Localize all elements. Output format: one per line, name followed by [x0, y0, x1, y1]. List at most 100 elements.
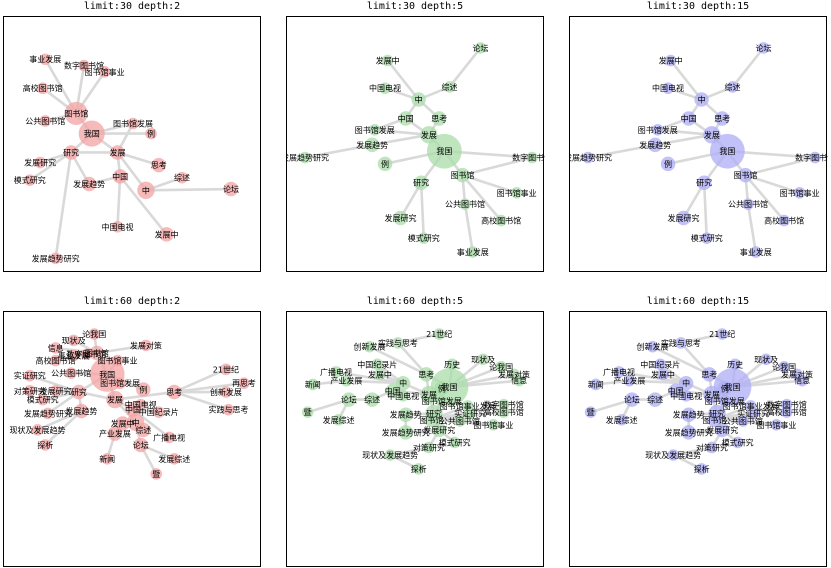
graph-panel: limit:30 depth:15 论坛 发展中 综述 中国电视中中国 思考 图书馆发展 发展…: [569, 0, 828, 272]
graph-edge: [419, 181, 426, 240]
node-label: 发展: [110, 147, 126, 157]
graph-frame: 事业发展 数字图书馆 图书馆事业 高校图书馆 图书馆 公共图书馆 我国 图书馆发展例发展 研究发…: [3, 16, 261, 272]
graph-node: [392, 337, 404, 349]
node-label: 发展中: [659, 56, 683, 66]
node-label: 图书馆事业: [98, 356, 138, 366]
node-label: 模式研究: [722, 437, 754, 447]
node-label: 发展中: [155, 229, 179, 239]
graph-edge: [463, 202, 475, 254]
graph-node: [809, 151, 821, 164]
node-label: 数字图书馆: [767, 400, 807, 410]
graph-node: [770, 419, 783, 431]
graph-edge: [744, 156, 817, 177]
node-label: 公共图书馆: [728, 199, 768, 209]
node-label: 例: [438, 383, 446, 393]
graph-node: [423, 441, 435, 454]
graph-node: [738, 167, 753, 183]
node-label: 思考: [418, 370, 434, 379]
node-label: 探析: [411, 464, 427, 474]
node-label: 发展: [421, 130, 437, 140]
graph-node: [134, 398, 147, 411]
node-label: 综述: [364, 395, 380, 405]
node-label: 中国电视: [670, 391, 702, 401]
graph-node: [64, 101, 88, 126]
graph-node: [510, 187, 523, 199]
graph-node: [379, 82, 391, 95]
graph-node: [341, 392, 357, 407]
graph-node: [398, 425, 413, 440]
graph-node: [717, 381, 733, 396]
graph-node: [660, 156, 676, 172]
panel-title: limit:60 depth:15: [646, 296, 750, 307]
label-layer: 论我国现状及发展对策 信息图书馆事业发展数字图书馆图书馆事业 高校图书馆公共图书馆我…: [10, 329, 256, 479]
graph-edge: [43, 409, 83, 447]
graph-node: [443, 81, 456, 93]
node-label: 暨: [304, 408, 312, 417]
node-label: 论我国: [82, 329, 106, 339]
graph-node: [168, 453, 181, 465]
node-label: 我国: [442, 382, 458, 392]
node-label: 我国: [719, 146, 735, 156]
node-label: 历史: [444, 359, 460, 369]
graph-node: [681, 425, 696, 440]
graph-node: [24, 174, 36, 186]
graph-node: [694, 92, 709, 107]
node-label: 产业发展: [330, 376, 362, 386]
graph-edge: [334, 370, 405, 385]
node-label: 图书馆发展: [422, 396, 462, 406]
graph-node: [647, 392, 663, 407]
graph-node: [49, 342, 62, 354]
node-label: 中: [415, 95, 423, 105]
node-label: 现状及发展趋势: [645, 450, 701, 460]
graph-panel: limit:30 depth:5 论坛 发展中 综述 中国电视中中国 思考 图书馆发展 发展发…: [286, 0, 545, 272]
graph-node: [34, 156, 46, 169]
graph-node: [49, 252, 62, 265]
node-label: 21世纪: [426, 329, 452, 339]
node-label: 公共图书馆: [440, 416, 480, 426]
node-label: 发展趋势: [673, 410, 705, 420]
panel-title: limit:30 depth:2: [83, 1, 181, 12]
graph-node: [413, 175, 429, 190]
graph-node: [36, 82, 49, 95]
node-label: 思考: [431, 114, 447, 123]
node-label: 模式研究: [691, 233, 723, 243]
graph-node: [112, 169, 128, 184]
node-label: 图书馆: [85, 348, 109, 358]
node-label: 发展中: [368, 369, 392, 379]
graph-node: [495, 214, 507, 227]
graph-node: [448, 436, 461, 449]
graph-edge: [172, 381, 246, 394]
node-label: 数字图书馆: [67, 349, 107, 359]
node-label: 发展趋势: [65, 406, 97, 416]
node-label: 发展: [107, 395, 123, 405]
graph-node: [301, 406, 314, 418]
node-label: 高校图书馆: [767, 407, 807, 417]
graph-node: [127, 117, 139, 130]
node-label: 创新发展: [210, 387, 242, 397]
graph-panel: limit:60 depth:2 论我国 现状及 发展对策 信息 图书馆 事业发展 数字图书馆…: [3, 295, 261, 567]
node-label: 综述: [647, 395, 663, 405]
node-label: 中国电视: [102, 222, 134, 232]
node-label: 我国: [436, 146, 452, 156]
node-label: 21世纪: [213, 364, 239, 374]
node-label: 现状及: [471, 354, 495, 364]
graph-edge: [370, 133, 431, 147]
graph-node: [63, 145, 79, 160]
graph-edge: [396, 332, 441, 345]
graph-edge: [172, 368, 228, 394]
node-label: 发展: [704, 130, 720, 140]
graph-node: [716, 328, 729, 340]
graph-node: [332, 413, 345, 426]
node-label: 模式研究: [27, 395, 59, 405]
graph-node: [446, 358, 458, 371]
node-label: 事业发展: [29, 54, 61, 64]
node-label: 发展研究: [668, 213, 700, 223]
graph-node: [111, 221, 124, 233]
node-label: 模式研究: [14, 175, 46, 185]
graph-node: [417, 232, 430, 244]
node-label: 发展: [421, 390, 437, 400]
